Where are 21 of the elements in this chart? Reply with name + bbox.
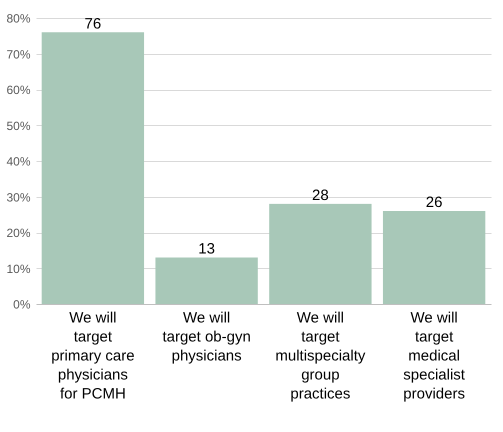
data-label: 13 <box>198 240 215 258</box>
y-tick-label: 0% <box>13 298 31 312</box>
data-label: 26 <box>426 194 442 212</box>
x-tick-label: We will target primary care physicians for PCMH <box>51 310 135 402</box>
x-tick-label: We will target multispecialty group practices <box>275 310 366 402</box>
y-tick-label: 30% <box>6 190 31 204</box>
x-tick-label: We will target medical specialist providers <box>403 310 466 402</box>
bar <box>382 211 486 304</box>
y-tick-label: 10% <box>6 262 31 276</box>
y-tick-label: 60% <box>6 83 31 97</box>
bar <box>155 258 258 304</box>
y-tick-label: 40% <box>6 154 31 168</box>
y-tick-label: 20% <box>6 226 31 240</box>
x-tick-label: We will target ob-gyn physicians <box>162 310 251 364</box>
bar <box>42 32 144 304</box>
y-tick-label: 50% <box>6 118 31 133</box>
bar <box>269 204 372 304</box>
data-label: 28 <box>312 186 329 204</box>
data-label: 76 <box>84 15 102 32</box>
y-tick-label: 80% <box>6 12 31 26</box>
y-tick-label: 70% <box>6 47 31 62</box>
